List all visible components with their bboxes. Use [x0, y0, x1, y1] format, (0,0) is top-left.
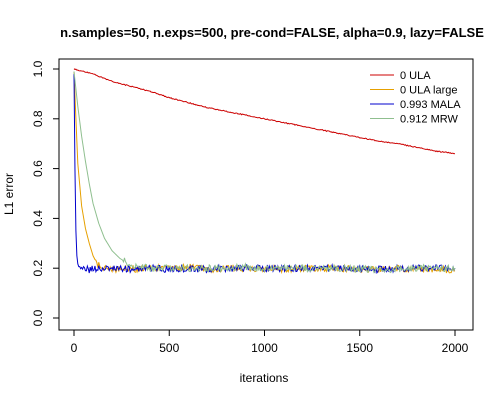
series-line-3 [73, 73, 456, 274]
x-tick-label: 0 [71, 341, 78, 355]
series-layer [73, 68, 456, 275]
y-tick-label: 0.8 [31, 110, 45, 127]
x-axis-label: iterations [240, 371, 289, 385]
legend-label: 0 ULA large [400, 85, 457, 97]
series-line-2 [73, 71, 456, 275]
x-tick-label: 1000 [251, 341, 278, 355]
y-tick-label: 0.4 [31, 210, 45, 227]
legend-label: 0 ULA [400, 70, 431, 82]
legend-label: 0.993 MALA [400, 99, 461, 111]
legend-label: 0.912 MRW [400, 114, 458, 126]
x-tick-label: 2000 [442, 341, 469, 355]
y-axis: 0.0 0.2 0.4 0.6 0.8 1.0 [31, 60, 60, 326]
x-tick-label: 1500 [346, 341, 373, 355]
chart-title: n.samples=50, n.exps=500, pre-cond=FALSE… [60, 25, 484, 40]
y-tick-label: 0.6 [31, 160, 45, 177]
y-tick-label: 0.0 [31, 309, 45, 326]
y-tick-label: 1.0 [31, 60, 45, 77]
y-tick-label: 0.2 [31, 260, 45, 277]
series-line-1 [73, 68, 456, 155]
legend: 0 ULA 0 ULA large 0.993 MALA 0.912 MRW [370, 70, 461, 126]
y-axis-label: L1 error [2, 173, 16, 215]
x-tick-label: 500 [159, 341, 179, 355]
series-line-4 [73, 71, 456, 274]
x-axis: 0 500 1000 1500 2000 [71, 329, 469, 355]
